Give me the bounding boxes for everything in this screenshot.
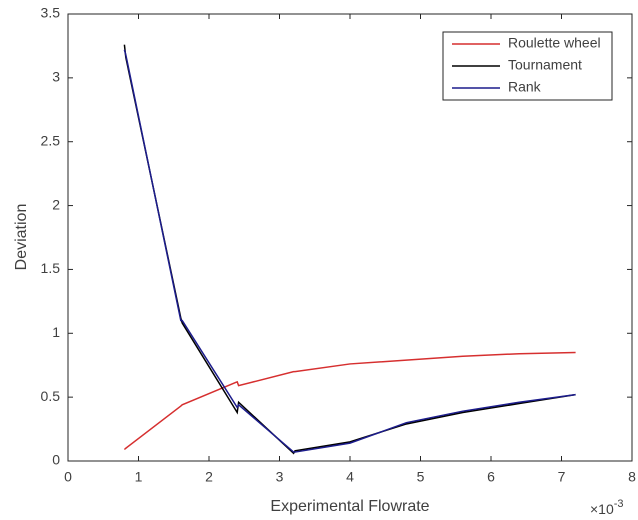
x-multiplier-exponent: -3 (614, 498, 624, 510)
x-multiplier: ×10-3 (590, 498, 624, 517)
x-tick-label: 2 (205, 469, 213, 485)
x-tick-label: 8 (628, 469, 636, 485)
x-tick-label: 6 (487, 469, 495, 485)
y-tick-label: 1.5 (41, 260, 61, 276)
y-tick-label: 3.5 (41, 5, 61, 21)
y-tick-label: 0.5 (41, 388, 61, 404)
y-tick-label: 0 (52, 452, 60, 468)
legend-label: Roulette wheel (508, 35, 601, 51)
x-tick-label: 1 (135, 469, 143, 485)
legend-label: Rank (508, 79, 542, 95)
y-tick-label: 3 (52, 69, 60, 85)
y-tick-label: 2 (52, 196, 60, 212)
legend-label: Tournament (508, 57, 582, 73)
x-tick-label: 4 (346, 469, 354, 485)
y-tick-label: 2.5 (41, 132, 61, 148)
x-axis-label: Experimental Flowrate (270, 498, 429, 515)
x-tick-label: 5 (417, 469, 425, 485)
y-tick-label: 1 (52, 324, 60, 340)
series-line (123, 49, 576, 453)
y-axis-label: Deviation (13, 204, 30, 271)
x-multiplier-base: ×10 (590, 501, 614, 517)
x-tick-label: 0 (64, 469, 72, 485)
x-tick-label: 3 (276, 469, 284, 485)
x-tick-label: 7 (558, 469, 566, 485)
series-line (123, 351, 576, 451)
